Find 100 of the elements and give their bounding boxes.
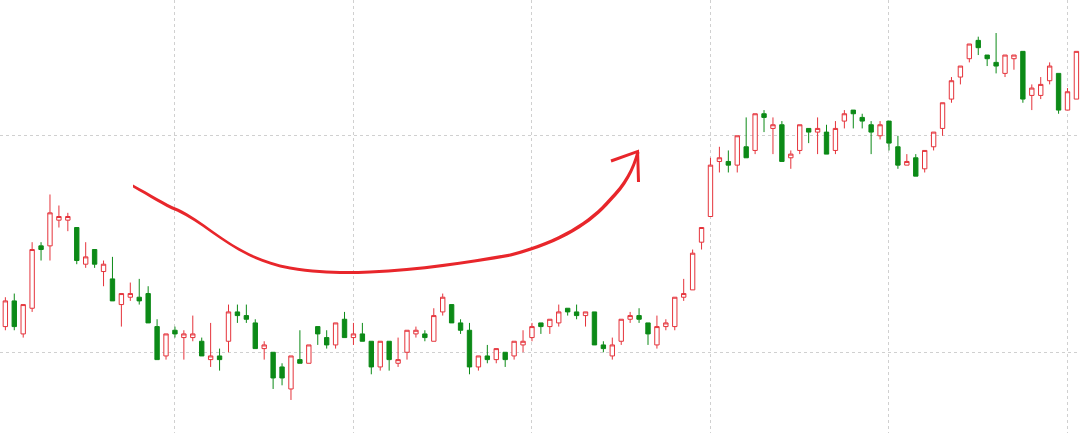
candlestick (448, 304, 455, 324)
candlestick (323, 329, 330, 350)
candlestick (743, 116, 749, 159)
candlestick (868, 120, 874, 155)
candlestick (38, 241, 44, 262)
candlestick (29, 241, 35, 313)
candlestick (261, 340, 267, 361)
candlestick (797, 124, 803, 155)
candlestick (466, 322, 473, 375)
candlestick (564, 307, 571, 317)
candlestick (154, 318, 160, 361)
candlestick (573, 304, 580, 320)
candlestick (716, 146, 723, 173)
candlestick (502, 351, 508, 368)
candlestick (100, 260, 107, 287)
candlestick (341, 311, 348, 339)
candlestick (422, 329, 428, 342)
candlestick (306, 344, 312, 364)
candlestick (591, 311, 598, 346)
candlestick (904, 153, 910, 166)
candlestick (636, 307, 642, 324)
candlestick (20, 304, 26, 339)
candlestick (243, 304, 250, 324)
candlestick (627, 311, 633, 324)
candlestick (484, 344, 491, 364)
candlestick (377, 340, 383, 372)
candlestick (1055, 72, 1062, 115)
candlestick (118, 293, 125, 328)
candlestick (957, 65, 964, 85)
candlestick (109, 256, 116, 302)
candlestick (939, 102, 946, 137)
candlestick (199, 337, 205, 357)
candlestick (805, 127, 812, 144)
candlestick (966, 43, 973, 63)
candlestick (547, 318, 553, 335)
candlestick (368, 340, 374, 375)
candlestick (163, 333, 169, 361)
candlestick (993, 32, 999, 74)
candlestick (770, 116, 776, 155)
candlestick (814, 116, 821, 155)
candlestick (930, 131, 937, 151)
candlestick (181, 329, 187, 361)
candlestick (1020, 50, 1026, 104)
candlestick (725, 149, 732, 173)
candlestick (332, 322, 339, 350)
candlestick (359, 322, 366, 342)
candlestick (913, 153, 919, 177)
candlestick (529, 322, 535, 342)
candlestick (520, 329, 526, 353)
candlestick (681, 278, 687, 302)
candlestick (440, 293, 446, 317)
candlestick (511, 340, 517, 361)
candlestick (288, 355, 294, 401)
candlestick (877, 120, 883, 140)
candlestick (350, 322, 357, 346)
candlestick (689, 249, 696, 291)
candlestick (297, 329, 303, 364)
candlestick (1029, 83, 1035, 111)
candlestick (823, 124, 830, 155)
candlestick (47, 193, 53, 262)
candlestick (207, 322, 214, 368)
candlestick (582, 311, 589, 328)
candlestick (56, 204, 62, 229)
candlestick (948, 76, 955, 104)
candlestick (984, 54, 990, 67)
candlestick (234, 304, 241, 324)
candlestick (1046, 61, 1053, 85)
candlestick (475, 355, 482, 372)
candlestick (1064, 87, 1071, 111)
candlestick (315, 326, 321, 346)
candlestick (663, 318, 669, 331)
candlestick (895, 135, 901, 170)
candlestick (779, 120, 785, 162)
candlestick (654, 315, 660, 350)
candlestick (431, 307, 437, 342)
candlestick (832, 120, 839, 155)
candlestick (752, 113, 758, 155)
candlestick (1011, 54, 1017, 71)
candlestick (645, 322, 651, 346)
candlestick (404, 329, 410, 361)
candlestick (975, 36, 981, 56)
candlestick (859, 113, 865, 129)
candlestick (493, 348, 499, 364)
candlestick (600, 340, 607, 353)
candlestick (225, 304, 232, 353)
candlestick (413, 326, 419, 339)
candlestick (734, 135, 740, 173)
candlestick (74, 227, 80, 265)
candlestick (609, 337, 615, 361)
candlestick (761, 109, 767, 133)
candlestick (252, 318, 258, 350)
candlestick (556, 304, 562, 328)
candlestick (841, 109, 848, 129)
candlestick (922, 149, 928, 173)
candlestick (672, 296, 678, 331)
candlestick (65, 212, 71, 232)
candlestick (190, 315, 196, 342)
candlestick (270, 351, 276, 390)
candlestick (83, 241, 89, 269)
candlestick (886, 120, 892, 151)
